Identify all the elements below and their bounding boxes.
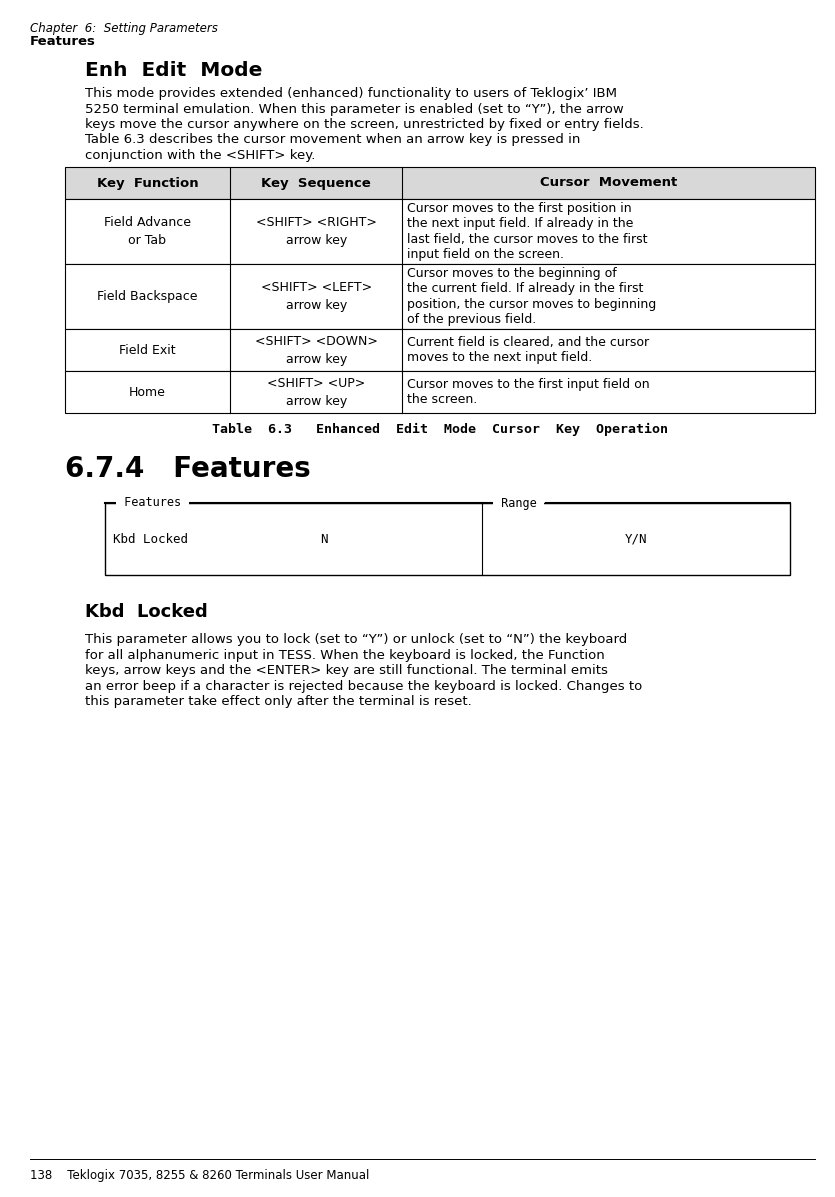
- Text: Table  6.3   Enhanced  Edit  Mode  Cursor  Key  Operation: Table 6.3 Enhanced Edit Mode Cursor Key …: [212, 423, 668, 436]
- Text: <SHIFT> <RIGHT>: <SHIFT> <RIGHT>: [256, 215, 377, 229]
- Text: or Tab: or Tab: [129, 233, 166, 247]
- Bar: [65, 371, 815, 413]
- Text: Current field is cleared, and the cursor: Current field is cleared, and the cursor: [407, 336, 650, 348]
- Text: of the previous field.: of the previous field.: [407, 314, 537, 327]
- Text: This parameter allows you to lock (set to “Y”) or unlock (set to “N”) the keyboa: This parameter allows you to lock (set t…: [85, 633, 627, 646]
- Bar: [65, 265, 815, 329]
- Text: arrow key: arrow key: [286, 233, 347, 247]
- Bar: [65, 329, 815, 371]
- Text: Cursor  Movement: Cursor Movement: [540, 176, 677, 189]
- Text: Table 6.3 describes the cursor movement when an arrow key is pressed in: Table 6.3 describes the cursor movement …: [85, 134, 580, 146]
- Text: <SHIFT> <DOWN>: <SHIFT> <DOWN>: [255, 334, 377, 347]
- Text: last field, the cursor moves to the first: last field, the cursor moves to the firs…: [407, 233, 648, 245]
- Text: keys move the cursor anywhere on the screen, unrestricted by fixed or entry fiel: keys move the cursor anywhere on the scr…: [85, 119, 644, 130]
- Text: Features: Features: [117, 497, 188, 510]
- Text: Cursor moves to the first position in: Cursor moves to the first position in: [407, 202, 632, 215]
- Text: <SHIFT> <UP>: <SHIFT> <UP>: [267, 377, 366, 389]
- Text: Y/N: Y/N: [625, 533, 647, 546]
- Text: for all alphanumeric input in TESS. When the keyboard is locked, the Function: for all alphanumeric input in TESS. When…: [85, 649, 605, 662]
- Text: moves to the next input field.: moves to the next input field.: [407, 351, 593, 364]
- Text: <SHIFT> <LEFT>: <SHIFT> <LEFT>: [261, 281, 372, 294]
- Bar: [65, 199, 815, 265]
- Text: input field on the screen.: input field on the screen.: [407, 249, 564, 261]
- Text: Kbd  Locked: Kbd Locked: [85, 603, 208, 621]
- Text: Range: Range: [493, 497, 544, 510]
- Text: Field Exit: Field Exit: [119, 344, 176, 357]
- Text: Kbd Locked: Kbd Locked: [113, 533, 188, 546]
- Text: 138    Teklogix 7035, 8255 & 8260 Terminals User Manual: 138 Teklogix 7035, 8255 & 8260 Terminals…: [30, 1169, 369, 1181]
- Text: this parameter take effect only after the terminal is reset.: this parameter take effect only after th…: [85, 695, 472, 707]
- Text: 6.7.4   Features: 6.7.4 Features: [65, 455, 311, 484]
- Text: position, the cursor moves to beginning: position, the cursor moves to beginning: [407, 298, 657, 311]
- Text: N: N: [320, 533, 327, 546]
- Text: Cursor moves to the first input field on: Cursor moves to the first input field on: [407, 378, 650, 390]
- Text: Home: Home: [129, 385, 166, 399]
- Text: 5250 terminal emulation. When this parameter is enabled (set to “Y”), the arrow: 5250 terminal emulation. When this param…: [85, 103, 624, 115]
- Bar: [65, 168, 815, 199]
- Text: arrow key: arrow key: [286, 395, 347, 407]
- Text: This mode provides extended (enhanced) functionality to users of Teklogix’ IBM: This mode provides extended (enhanced) f…: [85, 87, 617, 101]
- Text: arrow key: arrow key: [286, 352, 347, 365]
- Text: Key  Sequence: Key Sequence: [261, 176, 371, 189]
- Text: an error beep if a character is rejected because the keyboard is locked. Changes: an error beep if a character is rejected…: [85, 680, 642, 693]
- Text: Enh  Edit  Mode: Enh Edit Mode: [85, 61, 262, 80]
- Text: the screen.: the screen.: [407, 394, 478, 406]
- Text: Field Backspace: Field Backspace: [97, 290, 198, 303]
- Text: the next input field. If already in the: the next input field. If already in the: [407, 218, 634, 230]
- Text: Key  Function: Key Function: [97, 176, 198, 189]
- Bar: [105, 503, 790, 575]
- Text: Field Advance: Field Advance: [104, 215, 191, 229]
- Text: conjunction with the <SHIFT> key.: conjunction with the <SHIFT> key.: [85, 148, 316, 162]
- Text: arrow key: arrow key: [286, 299, 347, 312]
- Text: Features: Features: [30, 35, 96, 48]
- Text: keys, arrow keys and the <ENTER> key are still functional. The terminal emits: keys, arrow keys and the <ENTER> key are…: [85, 664, 608, 678]
- Text: Chapter  6:  Setting Parameters: Chapter 6: Setting Parameters: [30, 22, 218, 35]
- Text: Cursor moves to the beginning of: Cursor moves to the beginning of: [407, 267, 617, 280]
- Text: the current field. If already in the first: the current field. If already in the fir…: [407, 282, 644, 296]
